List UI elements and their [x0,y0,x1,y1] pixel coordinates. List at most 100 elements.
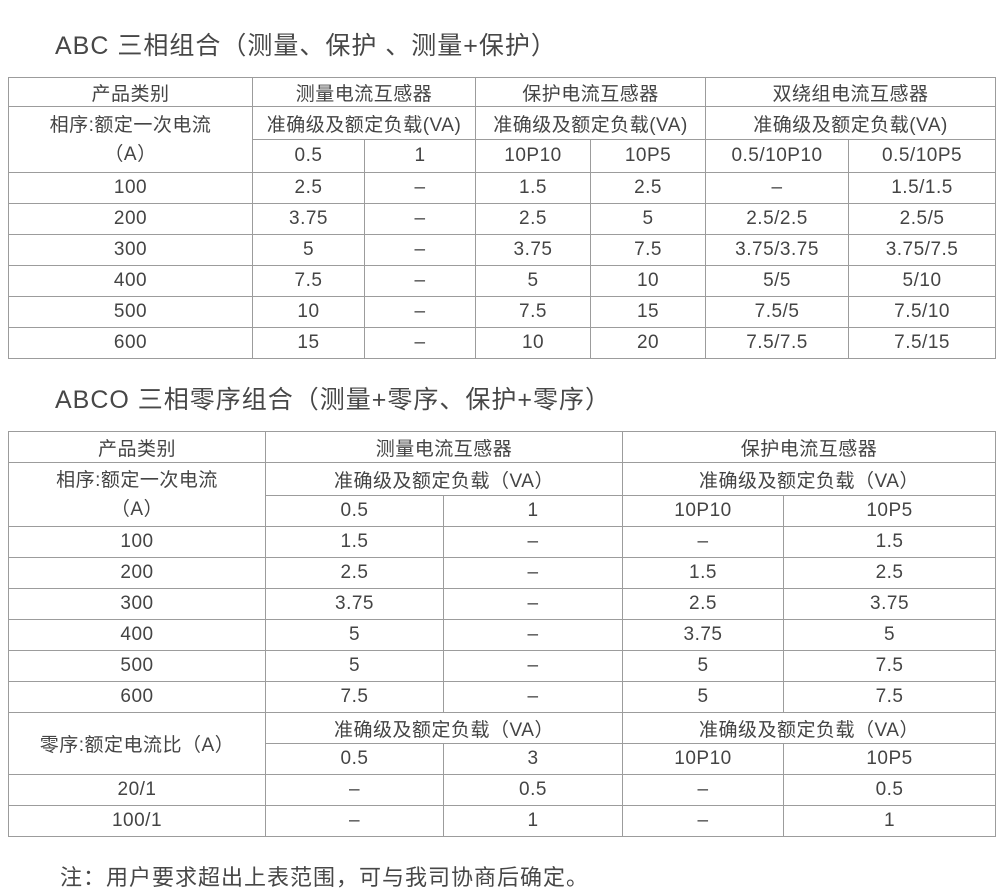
table-cell: 3.75 [475,234,592,266]
accuracy-load-header: 准确级及额定负载(VA) [475,106,707,140]
table-cell: 10 [252,296,365,328]
table-cell: – [622,774,785,806]
table-cell: 1 [783,805,997,837]
table-cell: – [363,203,477,235]
phase-rated-current-label: 相序:额定一次电流 [49,114,212,136]
table-cell: – [363,296,477,328]
table-cell: 7.5 [252,265,365,297]
accuracy-load-header: 准确级及额定负载(VA) [705,106,997,140]
measurement-ct-header: 测量电流互感器 [264,431,624,463]
table-cell: 100 [8,526,266,558]
table-cell: – [442,650,624,682]
table-cell: – [265,805,444,837]
table-cell: 2.5 [265,557,444,589]
class-header: 10P5 [590,139,707,173]
table-cell: 7.5 [783,681,997,713]
table-cell: 5 [475,265,592,297]
zero-seq-accuracy-row: 零序:额定电流比（A） 准确级及额定负载（VA） 准确级及额定负载（VA） [8,712,997,775]
table-cell: 5 [265,650,444,682]
table-cell: 2.5 [590,172,707,204]
table-cell: 1.5 [783,526,997,558]
table-cell: 3.75/3.75 [705,234,850,266]
table-cell: 600 [8,681,266,713]
table-row: 600 7.5–5 7.5 [8,681,997,713]
table-cell: 7.5/5 [705,296,850,328]
abco-table-body: 100 1.5– –1.5 200 2.5–1.5 2.5 300 3.75–2.5 3.75 4… [8,526,997,713]
table-cell: – [622,526,785,558]
table-cell: 15 [590,296,707,328]
abc-table-body: 100 2.5–1.5 2.5–1.5/1.5 200 3.75–2.5 5 2.5/2.5… [8,172,997,359]
table-cell: 1.5/1.5 [848,172,997,204]
table-row: 300 3.75–2.5 3.75 [8,588,997,620]
phase-rated-current-header: 相序:额定一次电流 （A） [8,462,266,527]
dual-winding-ct-header: 双绕组电流互感器 [705,77,997,107]
table-cell: 5 [590,203,707,235]
protection-ct-header: 保护电流互感器 [622,431,997,463]
class-header: 0.5 [265,495,444,527]
zero-sequence-data-body: 20/1–0.5–0.5 100/1–1–1 [8,774,997,837]
phase-rated-current-unit: （A） [104,143,157,165]
class-header-row: 0.5 1 10P10 10P5 [9,495,997,527]
group-header-row: 产品类别 测量电流互感器 保护电流互感器 双绕组电流互感器 [8,77,997,107]
table-cell: 3.75 [265,588,444,620]
table-cell: 20/1 [8,774,266,806]
table-row: 400 5–3.75 5 [8,619,997,651]
table-cell: 1.5 [475,172,592,204]
table-cell: 300 [8,588,266,620]
table-cell: – [442,588,624,620]
table-row: 500 10–7.5 15 7.5/5 7.5/10 [8,296,997,328]
phase-rated-current-unit: （A） [110,498,164,520]
accuracy-header-row: 相序:额定一次电流 （A） 准确级及额定负载(VA) 准确级及额定负载(VA) … [8,106,997,173]
table-cell: 400 [8,619,266,651]
table-cell: 5/10 [848,265,997,297]
phase-rated-current-label: 相序:额定一次电流 [56,469,218,491]
table-cell: – [363,265,477,297]
table-cell: 0.5 [783,774,997,806]
class-header: 10P10 [622,743,785,775]
table-cell: – [363,172,477,204]
table-row: 400 7.5–5 10 5/5 5/10 [8,265,997,297]
class-header: 10P5 [783,743,997,775]
table-row: 20/1–0.5–0.5 [8,774,997,806]
table-cell: – [705,172,850,204]
table-cell: 15 [252,327,365,359]
table-cell: 7.5/7.5 [705,327,850,359]
table-cell: 5 [622,681,785,713]
table-cell: 7.5 [783,650,997,682]
table-cell: 200 [8,557,266,589]
measurement-ct-header: 测量电流互感器 [251,77,477,107]
class-header: 10P10 [622,495,785,527]
table-cell: 1.5 [622,557,785,589]
table-cell: – [442,557,624,589]
table-row: 100 1.5– –1.5 [8,526,997,558]
table-row: 200 2.5–1.5 2.5 [8,557,997,589]
class-header: 3 [442,743,624,775]
table-row: 500 5–5 7.5 [8,650,997,682]
table-row: 300 5–3.75 7.5 3.75/3.75 3.75/7.5 [8,234,997,266]
zero-sequence-header-body: 零序:额定电流比（A） 准确级及额定负载（VA） 准确级及额定负载（VA） 0.… [8,712,997,775]
table-cell: 500 [8,296,253,328]
abco-combination-table: 产品类别 测量电流互感器 保护电流互感器 相序:额定一次电流 （A） 准确级及额… [8,431,997,837]
table-cell: – [442,526,624,558]
table-cell: 2.5 [252,172,365,204]
catalog-page: ABC 三相组合（测量、保护 、测量+保护） 产品类别 测量电流互感器 保护电流… [8,32,997,890]
zero-seq-ratio-header: 零序:额定电流比（A） [8,712,266,775]
table-cell: 7.5 [475,296,592,328]
table-cell: 5 [783,619,997,651]
table-cell: 10 [475,327,592,359]
group-header-row: 产品类别 测量电流互感器 保护电流互感器 [8,431,997,463]
accuracy-header-row: 相序:额定一次电流 （A） 准确级及额定负载（VA） 准确级及额定负载（VA） [8,462,997,527]
table-cell: 1 [442,805,624,837]
abc-section-title: ABC 三相组合（测量、保护 、测量+保护） [55,32,557,60]
table-cell: – [442,681,624,713]
table-cell: 3.75/7.5 [848,234,997,266]
class-header: 1 [363,139,477,173]
abc-combination-table: 产品类别 测量电流互感器 保护电流互感器 双绕组电流互感器 相序:额定一次电流 … [8,77,997,359]
class-header: 10P5 [783,495,997,527]
table-cell: 2.5/2.5 [705,203,850,235]
table-cell: 5/5 [705,265,850,297]
table-cell: – [622,805,785,837]
table-cell: 100/1 [8,805,266,837]
table-cell: 7.5 [590,234,707,266]
table-cell: 3.75 [783,588,997,620]
